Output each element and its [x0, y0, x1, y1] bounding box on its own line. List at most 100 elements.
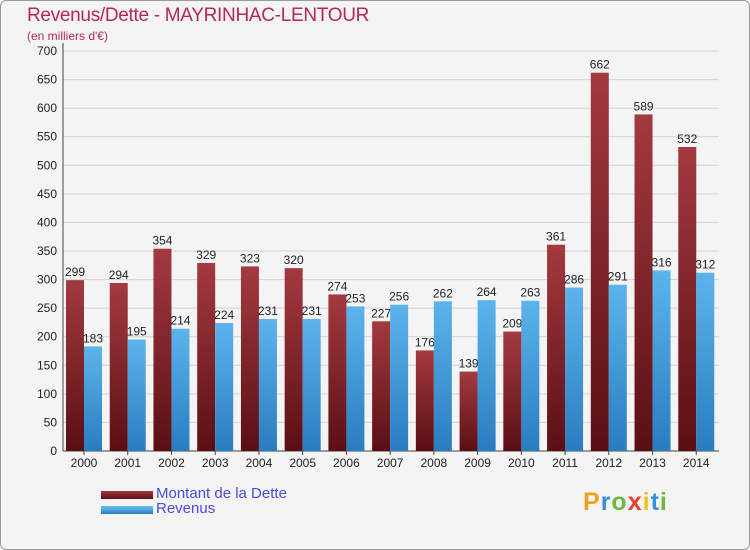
value-label-revenus: 316: [652, 255, 672, 269]
y-tick-label: 350: [37, 244, 57, 258]
bar-dette: [372, 321, 391, 451]
value-label-dette: 589: [634, 99, 654, 113]
value-label-dette: 329: [196, 248, 216, 262]
value-label-revenus: 256: [389, 290, 409, 304]
x-tick-label: 2001: [114, 456, 141, 470]
bar-revenus: [433, 301, 452, 451]
y-tick-label: 50: [44, 415, 58, 429]
bar-dette: [503, 331, 522, 451]
value-label-dette: 662: [590, 58, 610, 72]
y-tick-label: 150: [37, 358, 57, 372]
x-tick-label: 2013: [639, 456, 666, 470]
bar-dette: [590, 72, 609, 451]
value-label-dette: 354: [152, 234, 172, 248]
bar-revenus: [84, 346, 102, 451]
brand-letter: i: [659, 488, 668, 516]
bar-revenus: [346, 306, 365, 451]
value-label-dette: 320: [284, 253, 304, 267]
bar-revenus: [127, 339, 146, 451]
value-label-revenus: 291: [608, 270, 628, 284]
value-label-revenus: 231: [302, 304, 322, 318]
y-tick-label: 400: [37, 215, 57, 229]
bar-dette: [459, 371, 478, 451]
bar-dette: [678, 147, 697, 451]
legend-swatch-dette: [101, 491, 153, 499]
value-label-dette: 299: [65, 265, 85, 279]
bar-dette: [197, 263, 216, 451]
legend-swatch-revenus: [101, 506, 153, 514]
x-tick-label: 2012: [595, 456, 622, 470]
brand-letter: o: [611, 488, 628, 516]
chart-subtitle: (en milliers d'€): [27, 29, 108, 43]
legend-label-dette: Montant de la Dette: [156, 485, 287, 502]
value-label-revenus: 253: [345, 291, 365, 305]
y-tick-label: 700: [37, 44, 57, 58]
x-tick-label: 2003: [202, 456, 229, 470]
value-label-dette: 361: [546, 230, 566, 244]
bar-revenus: [521, 300, 540, 451]
x-tick-label: 2009: [464, 456, 491, 470]
bar-dette: [66, 280, 84, 451]
value-label-revenus: 262: [433, 286, 453, 300]
x-tick-label: 2006: [333, 456, 360, 470]
value-label-dette: 227: [371, 306, 391, 320]
value-label-dette: 532: [677, 132, 697, 146]
value-label-dette: 209: [502, 317, 522, 331]
brand-letter: i: [642, 488, 651, 516]
x-tick-label: 2007: [377, 456, 404, 470]
value-label-revenus: 263: [520, 286, 540, 300]
bar-dette: [284, 268, 303, 451]
y-tick-label: 100: [37, 387, 57, 401]
bar-revenus: [696, 272, 715, 451]
value-label-revenus: 214: [170, 314, 190, 328]
value-label-dette: 139: [459, 357, 479, 371]
bar-revenus: [390, 304, 409, 451]
bar-dette: [328, 294, 347, 451]
bar-revenus: [608, 284, 627, 451]
value-label-dette: 294: [109, 268, 129, 282]
value-label-revenus: 183: [83, 331, 103, 345]
y-tick-label: 650: [37, 73, 57, 87]
y-tick-label: 550: [37, 130, 57, 144]
y-tick-label: 450: [37, 187, 57, 201]
bar-revenus: [302, 319, 321, 451]
bar-revenus: [258, 319, 277, 451]
legend-label-revenus: Revenus: [156, 500, 216, 517]
value-label-revenus: 312: [695, 258, 715, 272]
y-tick-label: 250: [37, 301, 57, 315]
x-tick-label: 2010: [508, 456, 535, 470]
value-label-revenus: 264: [477, 285, 497, 299]
x-tick-label: 2014: [683, 456, 710, 470]
value-label-dette: 323: [240, 251, 260, 265]
x-tick-label: 2000: [71, 456, 98, 470]
bar-dette: [415, 350, 434, 451]
value-label-dette: 176: [415, 335, 435, 349]
value-label-revenus: 231: [258, 304, 278, 318]
bar-revenus: [215, 323, 234, 451]
value-label-revenus: 286: [564, 273, 584, 287]
x-tick-label: 2011: [552, 456, 578, 470]
x-tick-label: 2002: [158, 456, 185, 470]
x-tick-label: 2004: [246, 456, 273, 470]
y-tick-label: 500: [37, 158, 57, 172]
x-tick-label: 2008: [421, 456, 448, 470]
value-label-dette: 274: [327, 279, 347, 293]
bar-revenus: [565, 287, 584, 451]
y-tick-label: 300: [37, 273, 57, 287]
brand-letter: P: [583, 488, 601, 516]
bar-dette: [153, 248, 172, 451]
bar-dette: [634, 114, 653, 451]
brand-letter: t: [650, 488, 660, 516]
bar-dette: [240, 266, 259, 451]
bar-dette: [547, 244, 566, 451]
brand-letter: x: [627, 488, 643, 516]
value-label-revenus: 224: [214, 308, 234, 322]
x-tick-label: 2005: [289, 456, 316, 470]
y-tick-label: 200: [37, 330, 57, 344]
bar-revenus: [652, 270, 671, 451]
chart-title: Revenus/Dette - MAYRINHAC-LENTOUR: [27, 5, 370, 26]
y-tick-label: 0: [50, 444, 57, 458]
value-label-revenus: 195: [127, 325, 147, 339]
